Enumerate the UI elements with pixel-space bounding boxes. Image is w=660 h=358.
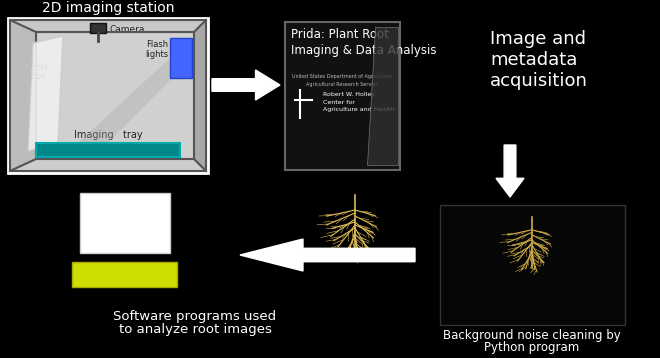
Text: Camera: Camera bbox=[110, 25, 145, 34]
Polygon shape bbox=[10, 159, 206, 171]
Polygon shape bbox=[194, 20, 206, 171]
Bar bbox=[36, 32, 194, 159]
Bar bbox=[90, 23, 106, 33]
Text: Soft: Soft bbox=[30, 63, 48, 72]
Text: ia: ia bbox=[117, 205, 137, 225]
Polygon shape bbox=[240, 239, 415, 271]
Polygon shape bbox=[10, 20, 36, 171]
Text: RHIZO: RHIZO bbox=[100, 266, 154, 281]
Text: box: box bbox=[30, 72, 46, 81]
Text: Flash: Flash bbox=[146, 40, 168, 49]
Polygon shape bbox=[212, 70, 280, 100]
Text: Software programs used: Software programs used bbox=[114, 310, 277, 323]
Text: roots: roots bbox=[100, 236, 131, 249]
Text: R: R bbox=[98, 236, 107, 249]
Bar bbox=[36, 32, 194, 159]
Bar bbox=[170, 38, 192, 78]
Text: to analyze root images: to analyze root images bbox=[119, 323, 271, 336]
Bar bbox=[10, 20, 206, 171]
Text: 2D imaging station: 2D imaging station bbox=[42, 1, 174, 15]
Text: Robert W. Holley: Robert W. Holley bbox=[323, 92, 375, 97]
Bar bbox=[285, 22, 400, 170]
Text: G: G bbox=[92, 201, 124, 239]
Bar bbox=[72, 262, 177, 287]
Text: Win: Win bbox=[78, 269, 102, 279]
Text: Center for: Center for bbox=[323, 100, 355, 105]
Bar bbox=[8, 18, 208, 173]
Polygon shape bbox=[10, 20, 206, 32]
Bar bbox=[36, 143, 180, 157]
Text: United States Department of Agriculture: United States Department of Agriculture bbox=[292, 74, 392, 79]
Text: lights: lights bbox=[145, 50, 168, 59]
Text: Background noise cleaning by: Background noise cleaning by bbox=[443, 329, 621, 342]
Text: Agricultural Research Service: Agricultural Research Service bbox=[306, 82, 378, 87]
Polygon shape bbox=[28, 36, 63, 151]
Bar bbox=[440, 205, 625, 325]
Polygon shape bbox=[367, 27, 398, 165]
Polygon shape bbox=[78, 58, 192, 143]
Bar bbox=[80, 193, 170, 253]
Polygon shape bbox=[496, 145, 524, 197]
Text: Imaging & Data Analysis: Imaging & Data Analysis bbox=[291, 44, 436, 57]
Text: Prida: Plant Root: Prida: Plant Root bbox=[291, 28, 389, 41]
Text: Image and
metadata
acquisition: Image and metadata acquisition bbox=[490, 30, 588, 90]
Text: Imaging   tray: Imaging tray bbox=[74, 130, 143, 140]
Text: Agriculture and Health: Agriculture and Health bbox=[323, 107, 395, 112]
Text: Python program: Python program bbox=[484, 341, 579, 354]
